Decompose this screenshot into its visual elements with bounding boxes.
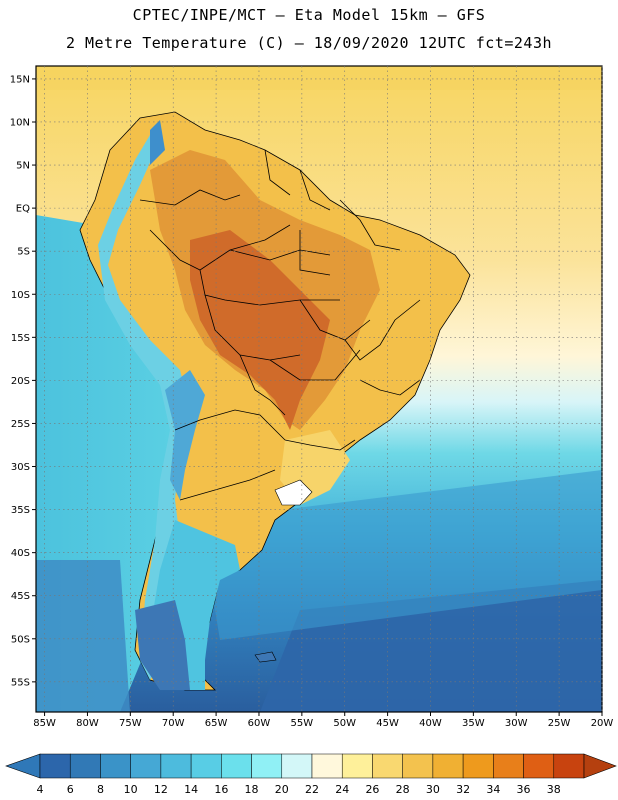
lat-label: 45S (11, 591, 30, 602)
lat-label: 10N (10, 117, 30, 128)
colorbar-label: 10 (124, 783, 138, 796)
colorbar-swatch (251, 753, 283, 779)
lat-label: 30S (11, 462, 30, 473)
colorbar-labels: 4 6 8 10 12 14 16 18 20 22 24 26 28 30 32 34 36 38 (37, 783, 561, 796)
lon-label: 55W (291, 718, 314, 729)
colorbar-swatch (553, 753, 585, 779)
pacific-deep-water (36, 560, 130, 712)
lat-label: 5S (17, 247, 30, 258)
colorbar (5, 753, 617, 779)
graticule (32, 66, 603, 716)
colorbar-swatch (523, 753, 555, 779)
colorbar-label: 6 (67, 783, 74, 796)
colorbar-swatch (281, 753, 313, 779)
lon-label: 80W (76, 718, 99, 729)
colorbar-swatch (69, 753, 101, 779)
lon-label: 50W (333, 718, 356, 729)
colorbar-swatch (311, 753, 343, 779)
map-frame (35, 65, 603, 713)
colorbar-low-extend (5, 753, 41, 779)
colorbar-label: 32 (456, 783, 470, 796)
lon-label: 45W (376, 718, 399, 729)
colorbar-swatch (341, 753, 373, 779)
colorbar-swatch (462, 753, 494, 779)
south-atlantic-mid (200, 470, 602, 640)
map-area (36, 66, 602, 712)
latitude-labels: 15N 10N 5N EQ 5S 10S 15S 20S 25S 30S 35S 40S 45S 50S 5… (10, 74, 30, 688)
lon-label: 20W (591, 718, 614, 729)
colorbar-label: 24 (335, 783, 349, 796)
colorbar-label: 34 (486, 783, 500, 796)
lon-label: 70W (162, 718, 185, 729)
colorbar-label: 28 (396, 783, 410, 796)
colorbar-label: 18 (245, 783, 259, 796)
lat-label: 55S (11, 677, 30, 688)
lat-label: 15S (11, 333, 30, 344)
lon-label: 25W (548, 718, 571, 729)
lat-label: 10S (11, 290, 30, 301)
colorbar-label: 26 (365, 783, 379, 796)
lat-label: 35S (11, 505, 30, 516)
lat-label: 40S (11, 548, 30, 559)
colorbar-swatch (493, 753, 524, 779)
lon-label: 85W (33, 718, 56, 729)
chart-subtitle: 2 Metre Temperature (C) – 18/09/2020 12U… (65, 34, 553, 52)
lat-label: 25S (11, 419, 30, 430)
colorbar-label: 36 (517, 783, 531, 796)
hottest-core (190, 230, 330, 430)
colorbar-swatch (130, 753, 162, 779)
colorbar-label: 22 (305, 783, 319, 796)
longitude-labels: 85W 80W 75W 70W 65W 60W 55W 50W 45W 40W 35W 30W 25W 2… (33, 718, 613, 729)
colorbar-swatch (402, 753, 434, 779)
lon-label: 75W (119, 718, 142, 729)
andes-cool-band (98, 135, 190, 680)
colorbar-label: 12 (154, 783, 168, 796)
colorbar-swatch (160, 753, 192, 779)
colorbar-swatch (100, 753, 131, 779)
colorbar-swatch (190, 753, 222, 779)
colorbar-label: 4 (37, 783, 44, 796)
lon-label: 30W (505, 718, 528, 729)
chart-title: CPTEC/INPE/MCT – Eta Model 15km – GFS (132, 6, 486, 24)
lon-label: 40W (419, 718, 442, 729)
lon-label: 35W (462, 718, 485, 729)
lat-label: EQ (16, 204, 30, 215)
colorbar-high-extend (583, 753, 617, 779)
colorbar-swatch (39, 753, 71, 779)
colorbar-swatch (221, 753, 252, 779)
colorbar-label: 38 (547, 783, 561, 796)
colorbar-swatch (372, 753, 403, 779)
colorbar-label: 8 (97, 783, 104, 796)
lat-label: 50S (11, 634, 30, 645)
lat-label: 20S (11, 376, 30, 387)
colorbar-label: 14 (184, 783, 198, 796)
colorbar-label: 30 (426, 783, 440, 796)
lat-label: 5N (16, 161, 30, 172)
lon-label: 65W (205, 718, 228, 729)
colorbar-label: 20 (275, 783, 289, 796)
colorbar-label: 16 (214, 783, 228, 796)
colorbar-swatch (432, 753, 464, 779)
lat-label: 15N (10, 74, 30, 85)
lon-label: 60W (248, 718, 271, 729)
